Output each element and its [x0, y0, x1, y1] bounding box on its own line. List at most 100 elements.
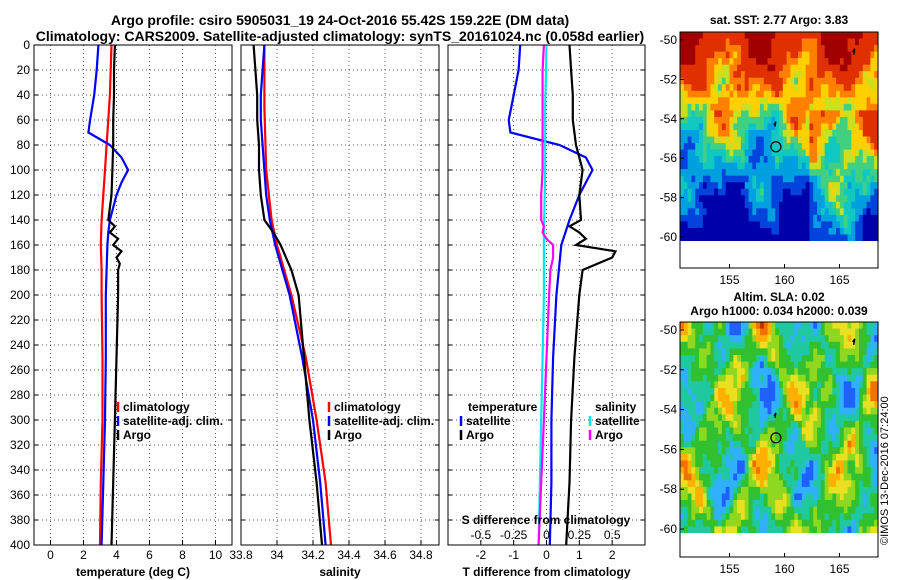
map-cell — [820, 414, 826, 422]
map-nodata — [680, 241, 878, 268]
map-cell — [809, 322, 814, 330]
map-cell — [771, 500, 776, 508]
legend-label: climatology — [123, 400, 190, 414]
map-cell — [779, 123, 784, 131]
map-cell — [851, 58, 856, 66]
map-cell — [718, 354, 723, 363]
map-cell — [855, 447, 860, 455]
map-cell — [801, 58, 807, 66]
map-cell — [824, 427, 830, 435]
map-cell — [817, 453, 822, 462]
map-cell — [767, 103, 772, 111]
map-cell — [737, 480, 742, 488]
map-cell — [718, 227, 723, 236]
map-cell — [851, 221, 856, 229]
map-cell — [767, 493, 772, 501]
map-cell — [718, 90, 723, 98]
map-cell — [718, 116, 723, 125]
map-cell — [798, 361, 803, 369]
map-cell — [786, 32, 792, 40]
map-cell — [718, 381, 723, 389]
map-cell — [798, 169, 803, 177]
map-cell — [748, 195, 753, 203]
map-cell — [744, 526, 750, 534]
map-cell — [847, 434, 852, 442]
map-cell — [748, 322, 753, 330]
map-cell — [801, 182, 807, 190]
map-cell — [718, 394, 723, 402]
map-cell — [851, 374, 856, 382]
map-nodata — [680, 533, 878, 557]
map-cell — [809, 123, 814, 131]
map-cell — [718, 195, 723, 203]
map-cell — [855, 335, 860, 343]
map-cell — [691, 381, 696, 389]
map-cell — [862, 103, 868, 111]
map-cell — [680, 103, 685, 111]
map-cell — [740, 38, 746, 46]
map-cell — [805, 38, 811, 46]
map-cell — [759, 136, 765, 144]
map-cell — [813, 374, 818, 382]
x-tick-label: 34.6 — [373, 548, 397, 562]
map-cell — [782, 110, 788, 118]
map-cell — [752, 401, 757, 409]
map-cell — [779, 519, 784, 527]
map-cell — [714, 208, 719, 216]
map-cell — [851, 467, 856, 475]
map-cell — [866, 394, 871, 402]
map-cell — [824, 110, 830, 118]
map-cell — [733, 97, 738, 105]
map-cell — [733, 227, 738, 236]
map-cell — [680, 387, 685, 396]
map-cell — [855, 368, 860, 376]
map-cell — [729, 401, 734, 409]
map-cell — [706, 374, 712, 382]
map-cell — [843, 506, 849, 514]
map-y-tick-label: -52 — [660, 72, 678, 86]
map-cell — [702, 214, 708, 223]
map-cell — [832, 420, 837, 429]
map-cell — [839, 420, 845, 429]
map-cell — [702, 136, 708, 144]
map-cell — [702, 480, 708, 488]
map-cell — [828, 322, 833, 330]
map-cell — [752, 64, 757, 72]
map-cell — [733, 129, 738, 138]
map-cell — [763, 519, 769, 527]
map-cell — [767, 513, 772, 521]
map-cell — [748, 401, 753, 409]
map-cell — [691, 328, 696, 336]
map-cell — [683, 71, 689, 79]
map-cell — [813, 110, 818, 118]
map-cell — [725, 77, 731, 85]
map-y-tick-label: -50 — [660, 33, 678, 47]
map-cell — [718, 103, 723, 111]
map-cell — [740, 77, 746, 85]
map-cell — [794, 58, 799, 66]
map-cell — [710, 169, 715, 177]
map-cell — [805, 381, 811, 389]
map-cell — [794, 493, 799, 501]
map-cell — [866, 493, 871, 501]
map-cell — [710, 64, 715, 72]
map-cell — [828, 188, 833, 196]
map-cell — [836, 234, 841, 242]
map-cell — [782, 90, 788, 98]
map-cell — [809, 38, 814, 46]
map-cell — [737, 149, 742, 157]
map-cell — [759, 407, 765, 415]
map-cell — [748, 38, 753, 46]
map-cell — [798, 58, 803, 66]
map-cell — [836, 500, 841, 508]
map-cell — [695, 328, 700, 336]
map-cell — [721, 414, 727, 422]
map-cell — [874, 64, 879, 72]
map-cell — [775, 401, 780, 409]
map-cell — [756, 45, 761, 53]
map-cell — [847, 328, 852, 336]
map-cell — [790, 110, 795, 118]
map-cell — [702, 394, 708, 402]
map-cell — [817, 90, 822, 98]
map-cell — [843, 143, 849, 151]
